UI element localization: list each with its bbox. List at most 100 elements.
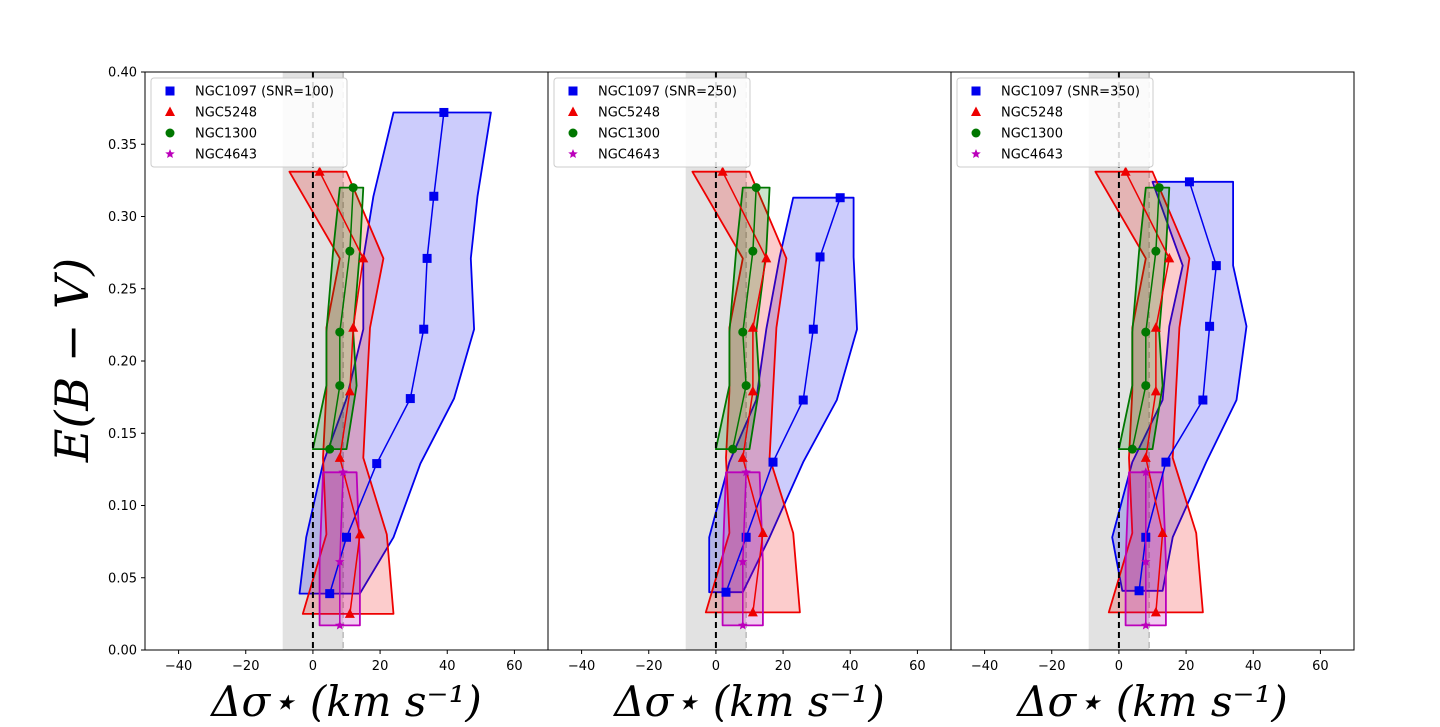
ngc4643-point	[1141, 620, 1151, 630]
x-tick-label: 40	[842, 659, 859, 674]
ngc5248-point	[344, 385, 355, 396]
x-tick-label: −40	[568, 659, 595, 674]
ngc5248-point	[348, 322, 359, 332]
legend-marker-ngc5248	[568, 106, 578, 116]
ngc5248-point	[717, 166, 728, 176]
y-axis-label: E(B − V)	[45, 258, 99, 463]
x-tick-label: −20	[635, 659, 662, 674]
ngc5248-point	[757, 527, 768, 537]
ngc5248-envelope	[691, 170, 801, 614]
ngc1097-point	[1184, 177, 1194, 187]
y-tick-label: 0.05	[108, 571, 137, 586]
plot-area	[685, 72, 858, 650]
ngc1097-point	[1205, 321, 1215, 331]
ngc5248-point	[1157, 527, 1168, 537]
ngc5248-point	[747, 606, 758, 617]
y-tick-label: 0.25	[108, 282, 137, 297]
ngc1300-point	[345, 246, 355, 256]
legend-label: NGC1300	[1001, 127, 1063, 142]
legend-label: NGC1097 (SNR=350)	[1001, 85, 1140, 100]
legend-box	[553, 77, 751, 168]
ngc5248-point	[1140, 452, 1151, 462]
x-axis-label: Δσ⋆ (km s⁻¹)	[612, 677, 885, 722]
x-tick-label: −40	[165, 659, 192, 674]
legend-label: NGC1300	[598, 127, 660, 142]
ngc5248-point	[747, 385, 758, 396]
legend-marker-ngc5248	[165, 106, 175, 116]
legend-marker-ngc4643	[568, 149, 578, 159]
ngc5248-point	[1150, 606, 1161, 617]
ngc1300-point	[335, 381, 345, 391]
ngc1300-point	[325, 444, 335, 454]
ngc1097-point	[1161, 457, 1171, 467]
ngc4643-point	[1141, 556, 1151, 566]
legend: NGC1097 (SNR=100) NGC5248 NGC1300 NGC4643	[150, 77, 348, 168]
ngc1097-point	[1211, 261, 1221, 271]
ngc4643-point	[335, 620, 345, 630]
ngc1097-point	[835, 193, 845, 203]
x-tick-label: 40	[439, 659, 456, 674]
ngc1097-point	[342, 532, 351, 542]
ngc5248-point	[354, 528, 365, 539]
ngc1300-point	[1154, 183, 1164, 193]
ngc4643-point	[338, 467, 348, 477]
ngc5248-point	[1150, 385, 1161, 396]
legend-marker-ngc4643	[971, 149, 981, 159]
legend-label: NGC4643	[1001, 148, 1063, 163]
ngc1097-point	[439, 107, 449, 117]
y-tick-label: 0.10	[108, 499, 137, 514]
y-tick-label: 0.40	[108, 66, 137, 81]
legend-label: NGC1097 (SNR=100)	[195, 85, 334, 100]
legend-label: NGC4643	[195, 148, 257, 163]
ngc1300-point	[348, 183, 358, 193]
legend-label: NGC5248	[598, 106, 660, 121]
y-tick-label: 0.35	[108, 138, 137, 153]
ngc1097-point	[815, 252, 825, 262]
ngc1097-point	[422, 253, 432, 263]
y-tick-label: 0.00	[108, 644, 137, 659]
y-tick-label: 0.30	[108, 210, 137, 225]
ngc1097-point	[768, 457, 778, 467]
legend: NGC1097 (SNR=250) NGC5248 NGC1300 NGC4643	[553, 77, 751, 168]
ngc1097-point	[808, 324, 818, 334]
legend-marker-ngc1300	[165, 128, 175, 138]
ngc1097-point	[429, 191, 439, 201]
ngc5248-point	[1150, 322, 1161, 332]
ngc4643-point	[738, 556, 748, 566]
ngc1300-point	[728, 444, 738, 454]
ngc1097-point	[1134, 586, 1144, 596]
x-tick-label: 20	[1178, 659, 1195, 674]
ngc5248-point	[761, 252, 772, 263]
ngc1097-point	[372, 459, 382, 469]
ngc1300-point	[741, 381, 751, 391]
ngc1097-point	[721, 587, 731, 597]
ngc1097-point	[419, 324, 429, 334]
x-tick-label: 20	[775, 659, 792, 674]
ngc1097-envelope	[298, 111, 492, 595]
ngc4643-point	[738, 620, 748, 630]
x-tick-label: 0	[712, 659, 720, 674]
legend-marker-ngc1097	[971, 86, 981, 96]
ngc1300-point	[748, 246, 758, 256]
x-tick-label: −20	[232, 659, 259, 674]
x-tick-label: 60	[1312, 659, 1329, 674]
x-axis-label: Δσ⋆ (km s⁻¹)	[1015, 677, 1288, 722]
legend-marker-ngc1300	[568, 128, 578, 138]
x-tick-label: 0	[1115, 659, 1123, 674]
legend-label: NGC5248	[195, 106, 257, 121]
ngc1300-point	[1151, 246, 1161, 256]
ngc5248-point	[314, 166, 325, 176]
x-tick-label: 20	[372, 659, 389, 674]
x-tick-label: 60	[909, 659, 926, 674]
panel-1: −40 −20 0 20 40 60 Δσ⋆ (km s⁻¹) 0.00 0.05 0.10 0.1…	[108, 66, 549, 726]
ngc4643-point	[335, 556, 345, 566]
x-tick-label: 40	[1245, 659, 1262, 674]
legend-marker-ngc1300	[971, 128, 981, 138]
ngc5248-point	[1120, 166, 1131, 176]
x-tick-label: 60	[506, 659, 523, 674]
ngc5248-point	[747, 322, 758, 332]
plot-area	[1088, 72, 1248, 650]
ngc4643-point	[741, 467, 751, 477]
legend-marker-ngc1097	[568, 86, 578, 96]
